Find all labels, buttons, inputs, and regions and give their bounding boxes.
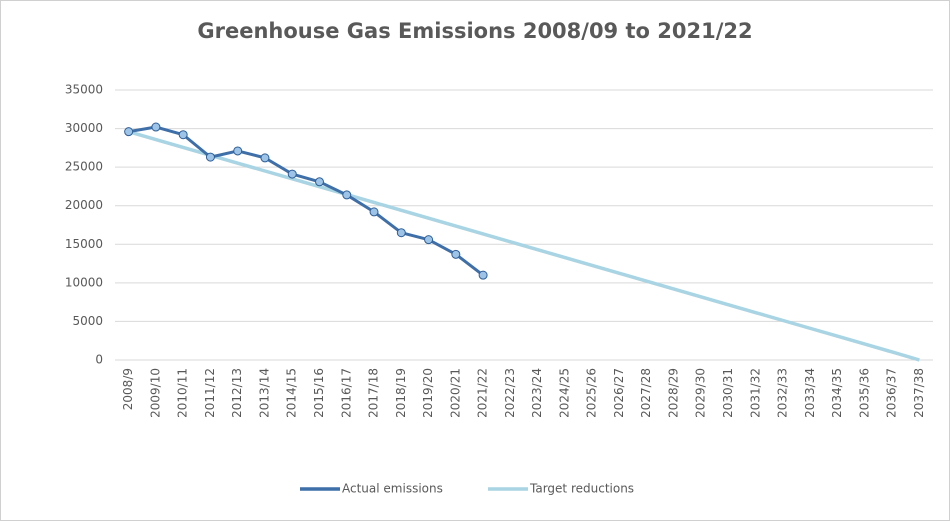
data-point <box>315 177 324 187</box>
x-tick-label: 2013/14 <box>257 368 271 418</box>
y-tick-label: 35000 <box>65 83 103 97</box>
data-point <box>478 270 488 280</box>
y-tick-label: 5000 <box>72 314 103 328</box>
x-tick-label: 2020/21 <box>448 368 462 418</box>
data-point <box>178 130 188 140</box>
x-tick-label: 2016/17 <box>339 368 353 418</box>
y-tick-label: 15000 <box>65 237 103 251</box>
x-tick-label: 2018/19 <box>394 368 408 418</box>
data-point <box>124 127 134 137</box>
x-tick-label: 2037/38 <box>912 368 926 418</box>
data-point <box>396 228 406 238</box>
x-tick-label: 2031/32 <box>748 368 762 418</box>
x-tick-label: 2026/27 <box>612 368 626 418</box>
x-tick-label: 2021/22 <box>476 368 490 418</box>
legend-label: Target reductions <box>529 482 634 496</box>
data-point <box>205 152 215 162</box>
x-tick-label: 2009/10 <box>148 368 162 418</box>
x-tick-label: 2027/28 <box>639 368 653 418</box>
y-tick-label: 10000 <box>65 275 103 289</box>
y-tick-label: 30000 <box>65 121 103 135</box>
series-line <box>128 125 485 277</box>
x-tick-label: 2033/34 <box>803 368 817 418</box>
legend-label: Actual emissions <box>342 482 443 496</box>
x-tick-label: 2015/16 <box>312 368 326 418</box>
data-point <box>260 153 270 163</box>
x-tick-label: 2017/18 <box>367 368 381 418</box>
x-tick-label: 2022/23 <box>503 368 517 418</box>
data-point <box>451 249 461 259</box>
x-tick-label: 2011/12 <box>203 368 217 418</box>
x-tick-label: 2029/30 <box>694 368 708 418</box>
chart-title: Greenhouse Gas Emissions 2008/09 to 2021… <box>197 19 752 43</box>
x-tick-label: 2030/31 <box>721 368 735 418</box>
data-point <box>287 169 297 179</box>
x-tick-label: 2025/26 <box>585 368 599 418</box>
data-point <box>369 207 379 217</box>
x-tick-label: 2024/25 <box>557 368 571 418</box>
y-tick-label: 0 <box>95 353 103 367</box>
data-point <box>151 122 161 132</box>
data-point <box>342 190 352 200</box>
x-tick-label: 2019/20 <box>421 368 435 418</box>
data-point <box>233 146 243 156</box>
x-tick-label: 2035/36 <box>857 368 871 418</box>
x-tick-label: 2010/11 <box>176 368 190 418</box>
x-tick-label: 2023/24 <box>530 368 544 418</box>
series-line <box>128 129 920 362</box>
x-tick-label: 2036/37 <box>885 368 899 418</box>
x-tick-label: 2032/33 <box>776 368 790 418</box>
x-tick-label: 2034/35 <box>830 368 844 418</box>
data-point <box>424 235 434 245</box>
x-tick-label: 2012/13 <box>230 368 244 418</box>
y-tick-label: 20000 <box>65 198 103 212</box>
x-tick-label: 2014/15 <box>285 368 299 418</box>
x-tick-label: 2008/9 <box>121 368 135 410</box>
y-tick-label: 25000 <box>65 160 103 174</box>
x-tick-label: 2028/29 <box>666 368 680 418</box>
